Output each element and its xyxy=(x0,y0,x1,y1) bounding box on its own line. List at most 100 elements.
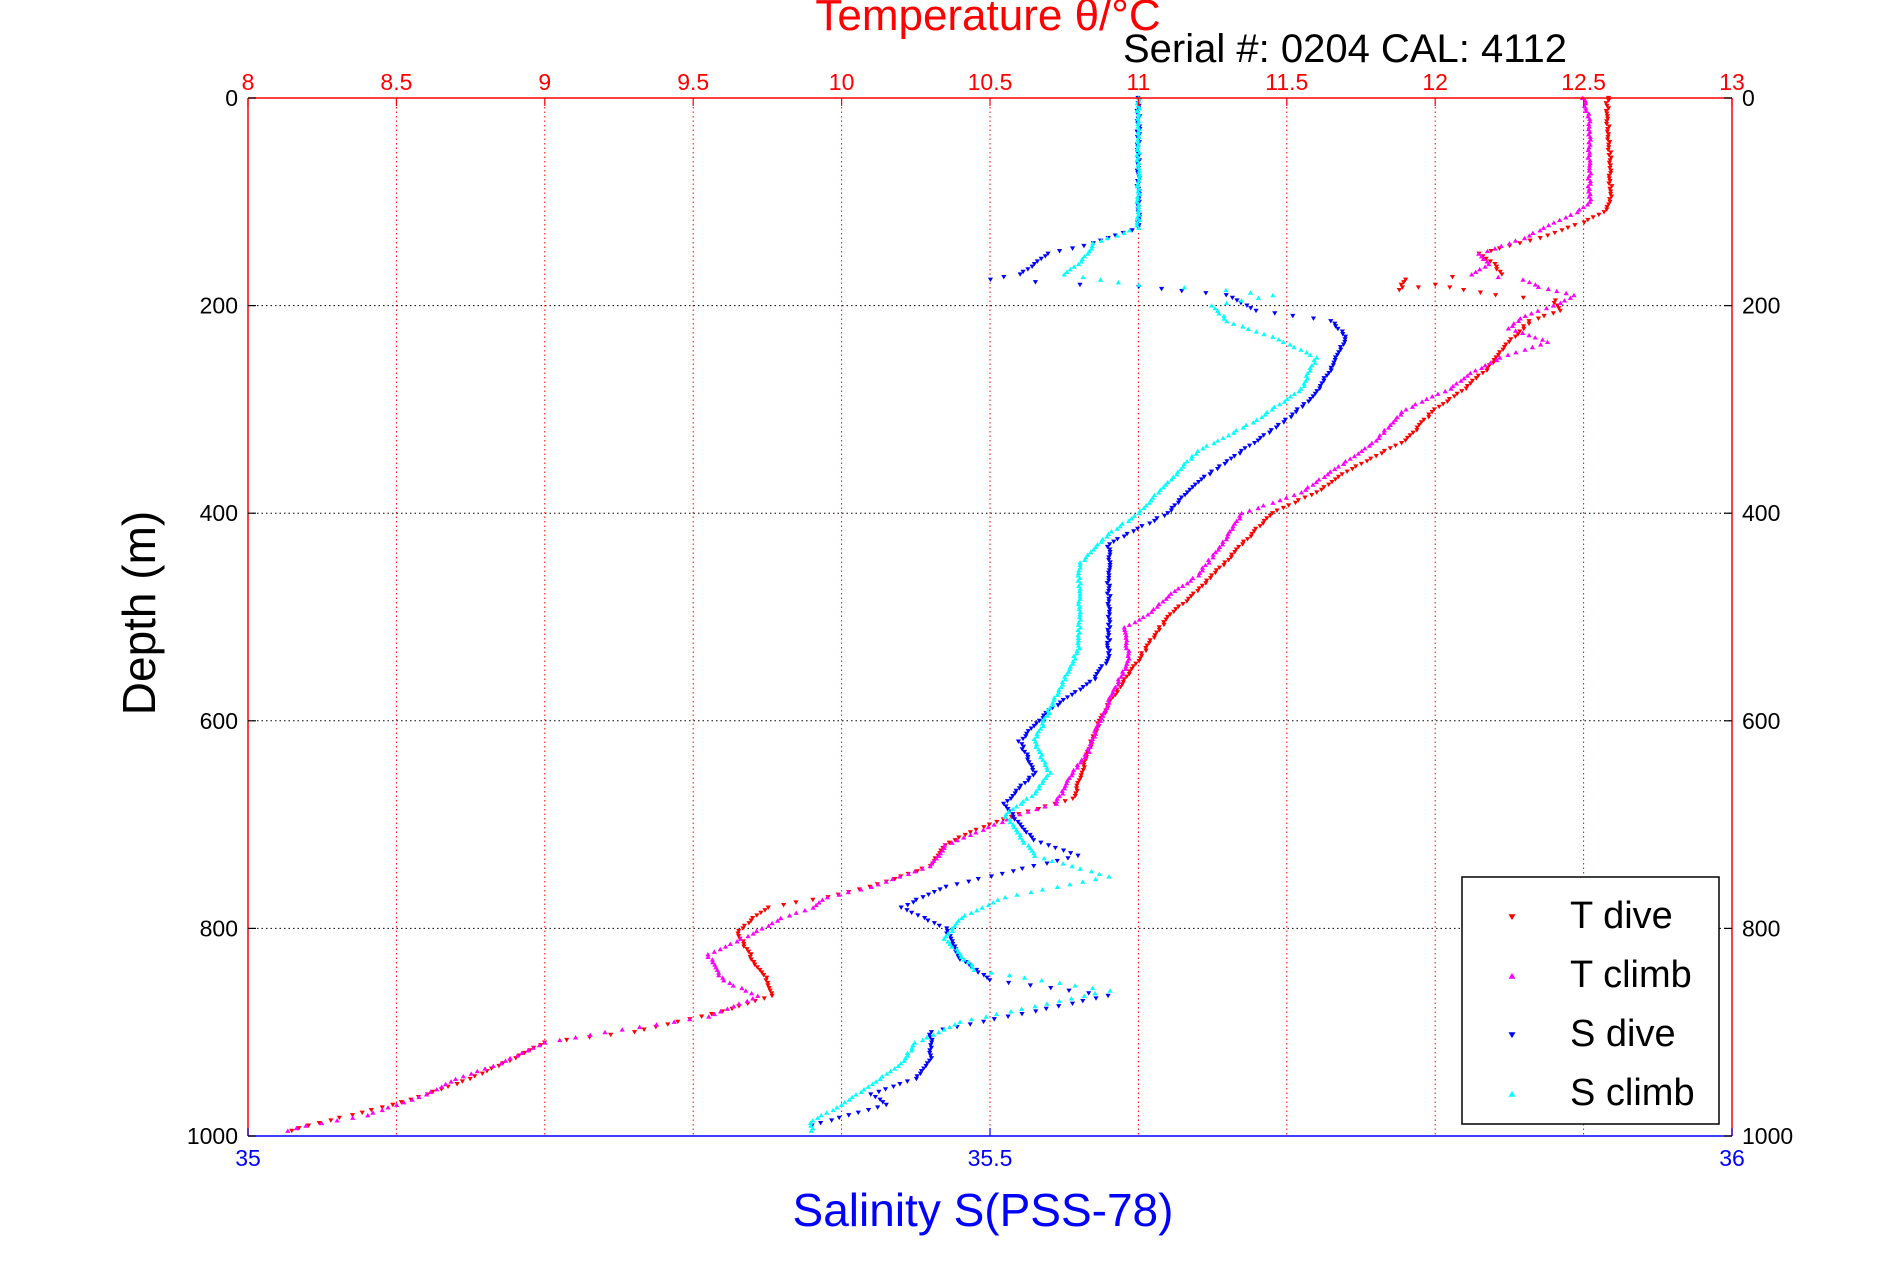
data-point xyxy=(1043,775,1049,780)
data-point xyxy=(1261,331,1267,337)
data-point xyxy=(1412,401,1418,407)
data-point xyxy=(1264,516,1270,521)
data-point xyxy=(1328,365,1334,371)
data-point xyxy=(1122,666,1129,671)
data-point xyxy=(875,881,881,887)
data-point xyxy=(1606,176,1612,181)
data-point xyxy=(1201,474,1207,480)
data-point xyxy=(1259,414,1265,420)
data-point xyxy=(753,928,760,934)
legend-label-s-dive: S dive xyxy=(1570,1013,1676,1055)
data-point xyxy=(479,1071,485,1077)
data-point xyxy=(1505,352,1511,357)
data-point xyxy=(1043,1006,1049,1012)
data-point xyxy=(1015,739,1022,744)
data-point xyxy=(1225,433,1232,438)
data-point xyxy=(1010,806,1016,812)
data-point xyxy=(1287,342,1293,347)
data-point xyxy=(1135,163,1141,168)
data-point xyxy=(711,949,717,954)
data-point xyxy=(1106,596,1112,602)
data-point xyxy=(1081,993,1087,998)
data-point xyxy=(1136,168,1142,173)
data-point xyxy=(1317,386,1323,391)
data-point xyxy=(1283,495,1289,500)
data-point xyxy=(1604,207,1610,212)
data-point xyxy=(1143,648,1149,654)
data-point xyxy=(1509,323,1516,329)
data-point xyxy=(876,1089,882,1095)
data-point xyxy=(1270,500,1276,505)
data-point xyxy=(961,835,967,840)
data-point xyxy=(763,978,769,983)
data-point xyxy=(1067,663,1074,669)
data-point xyxy=(1034,259,1040,264)
data-point xyxy=(1092,734,1098,739)
data-point xyxy=(1144,643,1150,648)
data-point xyxy=(730,983,736,988)
data-point xyxy=(1253,308,1259,314)
data-point xyxy=(759,926,765,931)
data-point xyxy=(1324,373,1330,379)
data-point xyxy=(1254,417,1260,422)
data-point xyxy=(1238,448,1244,454)
data-point xyxy=(1419,399,1425,404)
data-point xyxy=(289,1128,295,1134)
data-point xyxy=(930,858,937,864)
temp-tick-label-11: 11 xyxy=(1126,69,1150,95)
data-point xyxy=(1513,328,1519,333)
data-point xyxy=(1104,591,1110,596)
data-point xyxy=(1104,544,1111,550)
data-point xyxy=(1117,523,1123,529)
data-point xyxy=(1287,394,1293,399)
data-point xyxy=(1586,163,1593,168)
data-point xyxy=(1264,409,1270,415)
data-point xyxy=(748,957,754,962)
data-point xyxy=(1073,786,1080,791)
data-point xyxy=(1136,659,1142,664)
data-point xyxy=(1305,484,1311,490)
data-point xyxy=(1136,176,1142,181)
data-point xyxy=(1550,311,1556,316)
data-point xyxy=(1135,204,1142,210)
data-point xyxy=(1123,635,1129,640)
data-point xyxy=(1269,407,1275,412)
data-point xyxy=(379,1107,385,1113)
data-point xyxy=(1390,420,1396,425)
data-point xyxy=(745,933,751,939)
data-point xyxy=(1267,513,1273,519)
data-point xyxy=(1239,510,1245,516)
data-point xyxy=(887,1068,893,1074)
data-point xyxy=(1543,305,1550,311)
data-point xyxy=(1086,991,1092,996)
data-point xyxy=(1135,196,1141,202)
data-point xyxy=(1061,272,1067,277)
data-point xyxy=(1123,632,1129,638)
data-point xyxy=(755,993,761,998)
data-point xyxy=(1188,456,1195,461)
data-point xyxy=(1136,111,1142,116)
data-point xyxy=(1134,194,1141,199)
data-point xyxy=(895,1063,901,1069)
data-point xyxy=(619,1027,625,1032)
data-point xyxy=(1059,679,1066,684)
data-point xyxy=(1126,648,1132,653)
data-point xyxy=(743,988,749,993)
data-point xyxy=(1137,173,1143,178)
temp-tick-label-9: 9 xyxy=(538,69,551,95)
data-point xyxy=(1148,609,1155,614)
data-point xyxy=(1025,755,1031,760)
data-point xyxy=(1472,368,1479,373)
data-point xyxy=(1257,435,1264,441)
data-point xyxy=(1487,360,1494,365)
data-point xyxy=(1014,892,1020,897)
data-point xyxy=(1081,765,1087,770)
data-point xyxy=(1114,233,1120,238)
data-point xyxy=(1171,609,1177,615)
data-point xyxy=(1180,583,1186,588)
data-point xyxy=(1136,207,1142,212)
data-point xyxy=(1109,692,1115,697)
data-point xyxy=(1604,114,1610,119)
data-point xyxy=(987,277,994,282)
data-point xyxy=(1604,111,1610,116)
